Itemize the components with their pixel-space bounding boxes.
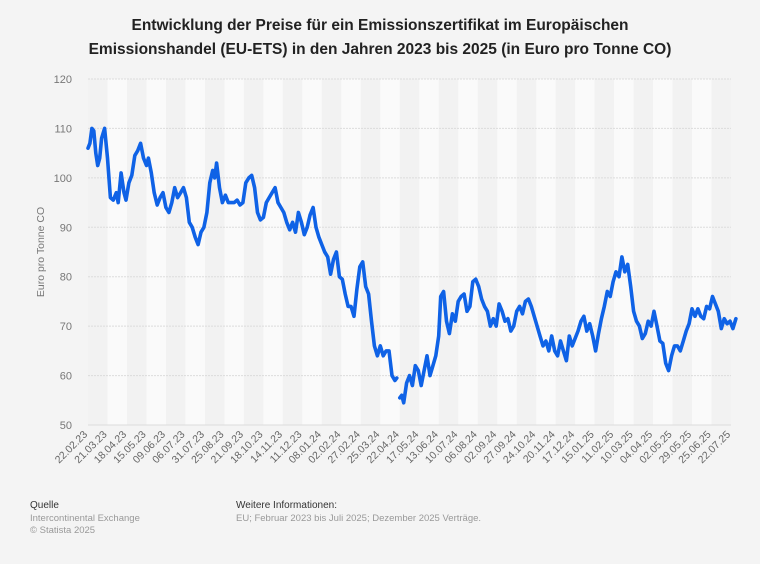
x-axis-ticks: 22.02.2321.03.2318.04.2315.05.2309.06.23… xyxy=(53,429,733,467)
footer-source: Quelle Intercontinental Exchange © Stati… xyxy=(30,500,140,538)
plot-band xyxy=(672,79,693,425)
source-heading: Quelle xyxy=(30,500,59,511)
y-tick-label: 100 xyxy=(54,173,72,185)
plot-band xyxy=(516,79,537,425)
plot-band xyxy=(321,79,342,425)
series-line-preis xyxy=(86,126,738,405)
y-tick-label: 80 xyxy=(60,272,72,284)
plot-band xyxy=(204,79,225,425)
plot-band xyxy=(282,79,303,425)
info-text: EU; Februar 2023 bis Juli 2025; Dezember… xyxy=(236,512,482,524)
gridlines xyxy=(88,78,731,426)
y-axis-label: Euro pro Tonne CO xyxy=(35,207,47,297)
info-heading: Weitere Informationen: xyxy=(236,500,337,511)
chart-title-line-2: Emissionshandel (EU-ETS) in den Jahren 2… xyxy=(88,41,672,58)
chart-title: Entwicklung der Preise für ein Emissions… xyxy=(0,14,760,62)
y-tick-label: 50 xyxy=(60,420,72,432)
y-tick-label: 120 xyxy=(54,74,72,86)
plot-band xyxy=(165,79,186,425)
line-chart: 50 60 70 80 90 100 110 120 22.02.2321.03.2318.0… xyxy=(35,74,738,467)
plot-band xyxy=(360,79,381,425)
plot-band xyxy=(555,79,576,425)
plot-band xyxy=(88,79,108,425)
y-tick-label: 60 xyxy=(60,371,72,383)
series-line-group xyxy=(86,126,738,405)
y-tick-label: 110 xyxy=(54,123,72,135)
y-axis-ticks: 50 60 70 80 90 100 110 120 xyxy=(54,74,72,432)
plot-band xyxy=(126,79,147,425)
chart-title-line-1: Entwicklung der Preise für ein Emissions… xyxy=(131,17,629,34)
plot-band xyxy=(438,79,459,425)
plot-band xyxy=(243,79,264,425)
plot-band xyxy=(711,79,731,425)
y-tick-label: 70 xyxy=(60,321,72,333)
source-text: Intercontinental Exchange xyxy=(30,512,140,524)
y-tick-label: 90 xyxy=(60,222,72,234)
alternating-bands xyxy=(88,79,731,425)
plot-band xyxy=(477,79,498,425)
copyright: © Statista 2025 xyxy=(30,525,96,536)
plot-band xyxy=(399,79,420,425)
plot-band xyxy=(633,79,654,425)
plot-band xyxy=(594,79,615,425)
footer-info: Weitere Informationen: EU; Februar 2023 … xyxy=(236,500,481,525)
